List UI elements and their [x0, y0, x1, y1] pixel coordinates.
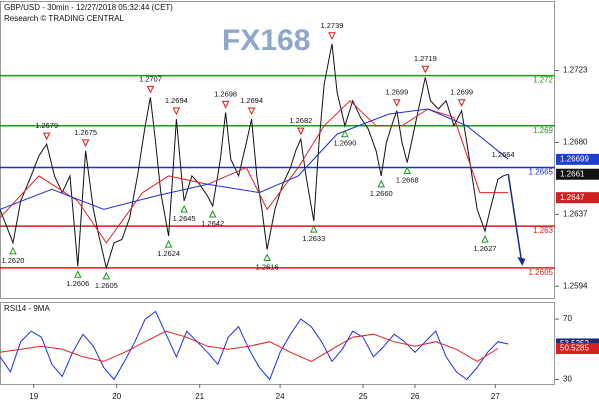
high-marker	[146, 85, 155, 94]
rsi-panel	[0, 302, 555, 385]
low-marker	[208, 209, 217, 218]
high-marker	[297, 127, 305, 136]
high-label: 1.2694	[165, 96, 188, 105]
y-tick-label: 1.2680	[563, 138, 588, 147]
high-label: 1.2699	[450, 88, 473, 97]
level-label: 1.263	[533, 226, 554, 235]
series-line	[0, 330, 499, 362]
low-marker	[180, 204, 188, 213]
price-tag-label: 1.2647	[560, 193, 585, 202]
low-label: 1.2690	[333, 139, 356, 148]
x-tick-label: 25	[359, 392, 368, 401]
level-label: 1.2605	[529, 268, 554, 277]
x-tick-label: 21	[195, 392, 204, 401]
high-marker	[172, 107, 181, 116]
logo: FX168	[222, 24, 310, 57]
main-panel	[0, 1, 555, 299]
x-tick-label: 19	[29, 392, 38, 401]
chart-subtitle: Research © TRADING CENTRAL	[4, 14, 125, 23]
high-marker	[392, 99, 401, 107]
high-label: 1.2694	[240, 96, 263, 105]
low-marker	[9, 246, 17, 255]
y-tick-label: 30	[563, 375, 572, 384]
high-label: 1.2675	[74, 128, 97, 137]
low-marker	[341, 129, 349, 138]
high-marker	[328, 32, 336, 40]
price-tag	[556, 192, 599, 204]
high-label: 1.2707	[139, 74, 162, 83]
low-label: 1.2642	[201, 219, 224, 228]
low-marker	[309, 224, 318, 233]
high-label: 1.2699	[385, 88, 408, 97]
low-marker	[481, 234, 489, 243]
high-label: 1.2682	[289, 116, 312, 125]
low-marker	[164, 240, 173, 248]
price-tag	[556, 153, 599, 165]
level-label: 1.269	[533, 126, 554, 135]
high-label: 1.2698	[214, 89, 237, 98]
low-label: 1.2645	[173, 214, 196, 223]
low-marker	[102, 271, 111, 280]
y-tick-label: 1.2594	[563, 281, 588, 290]
price-tag-label: 1.26699	[560, 154, 589, 163]
high-label: 1.2719	[414, 54, 437, 63]
low-label: 1.2624	[157, 249, 180, 258]
projection-arrowhead	[517, 256, 526, 266]
x-tick-label: 27	[491, 392, 500, 401]
low-marker	[403, 166, 411, 175]
high-marker	[421, 65, 430, 74]
projection-arrow	[507, 174, 523, 261]
note-label: 1.2664	[492, 150, 515, 159]
x-tick-label: 20	[112, 392, 121, 401]
price-tag	[556, 342, 599, 354]
x-tick-label: 26	[411, 392, 420, 401]
low-label: 1.2606	[66, 279, 89, 288]
x-tick-label: 24	[276, 392, 285, 401]
high-label: 1.2679	[35, 121, 58, 130]
y-tick-label: 1.2723	[563, 66, 588, 75]
low-label: 1.2627	[474, 244, 497, 253]
low-marker	[377, 179, 386, 188]
low-label: 1.2605	[95, 281, 118, 290]
low-marker	[263, 253, 271, 262]
high-marker	[457, 99, 466, 107]
low-label: 1.2633	[302, 234, 325, 243]
chart-title: GBP/USD - 30min - 12/27/2018 05:32:44 (C…	[4, 3, 173, 12]
low-label: 1.2616	[256, 262, 279, 271]
price-tag-label: 50.5285	[560, 344, 589, 353]
high-marker	[221, 100, 230, 109]
low-label: 1.2660	[370, 189, 393, 198]
rsi-title: RSI14 - 9MA	[4, 304, 50, 313]
low-label: 1.2620	[1, 256, 24, 265]
high-marker	[42, 132, 51, 141]
price-tag-label: 1.2661	[560, 169, 585, 178]
low-marker	[73, 270, 82, 278]
low-label: 1.2668	[396, 176, 419, 185]
series-line	[0, 310, 509, 381]
high-label: 1.2739	[320, 21, 343, 30]
y-tick-label: 1.2637	[563, 209, 588, 218]
high-marker	[81, 139, 90, 147]
level-label: 1.272	[533, 76, 554, 85]
high-marker	[247, 107, 256, 116]
y-tick-label: 70	[563, 314, 572, 323]
series-line	[0, 108, 509, 210]
level-label: 1.2665	[529, 168, 554, 177]
price-tag	[556, 168, 599, 180]
